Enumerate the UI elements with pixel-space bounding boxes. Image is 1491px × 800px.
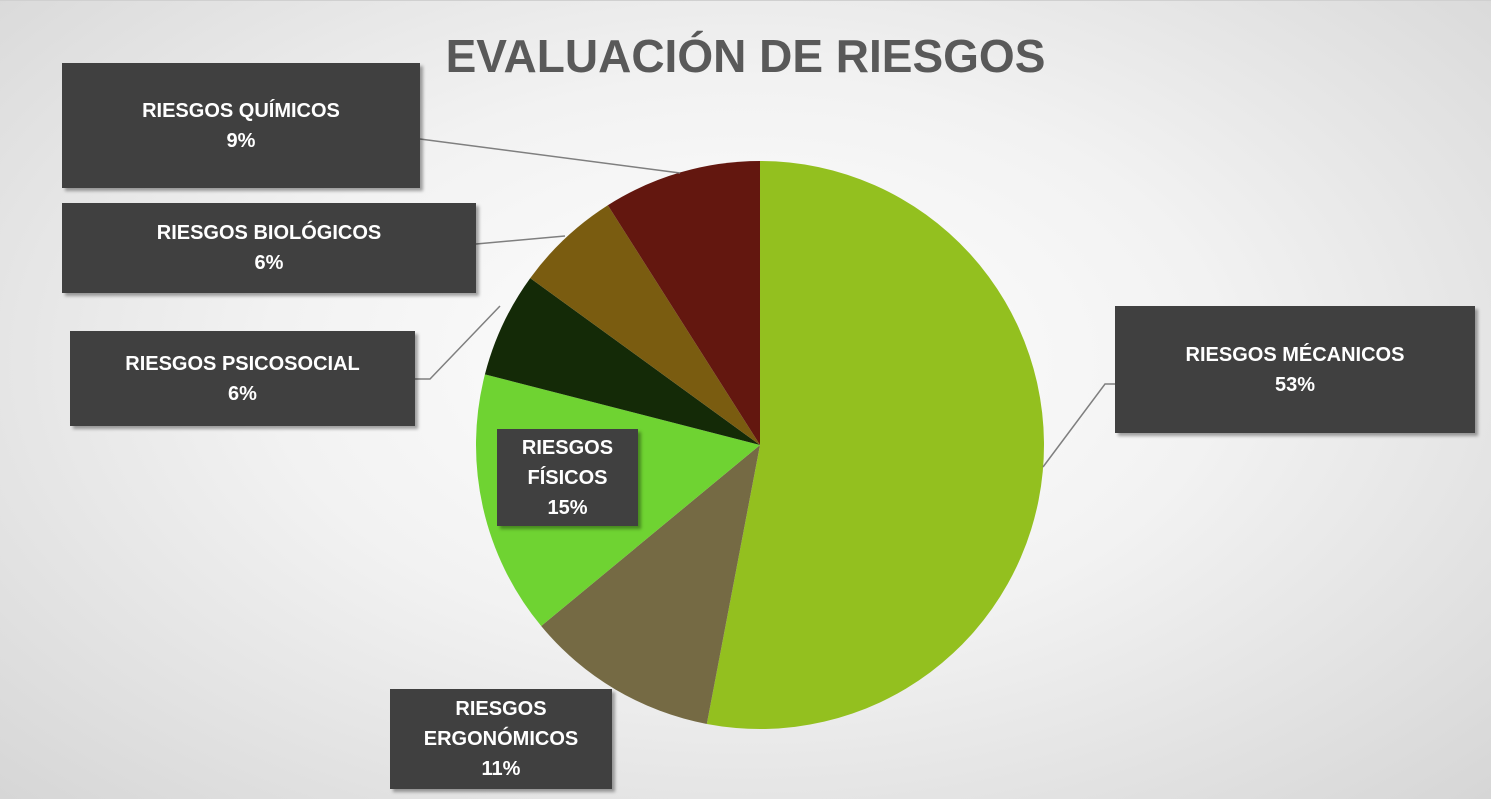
leader-line (1042, 383, 1115, 468)
label-category: RIESGOS FÍSICOS (521, 436, 614, 489)
pie-slice (706, 161, 1044, 729)
pie-slice (607, 161, 760, 445)
chart-title: EVALUACIÓN DE RIESGOS (445, 30, 1046, 82)
label-value: 9% (226, 129, 256, 152)
label-value: 15% (547, 496, 588, 519)
label-category: RIESGOS ERGONÓMICOS (423, 698, 579, 750)
leader-line (415, 305, 501, 380)
label-category: RIESGOS QUÍMICOS (142, 99, 340, 122)
label-value: 11% (481, 758, 521, 780)
data-label: RIESGOS MÉCANICOS 53% (1115, 306, 1475, 433)
data-label: RIESGOS PSICOSOCIAL 6% (70, 331, 415, 426)
pie-slice (541, 445, 760, 724)
leader-line (419, 138, 681, 174)
label-category: RIESGOS BIOLÓGICOS (156, 222, 382, 244)
label-category: RIESGOS MÉCANICOS (1185, 343, 1405, 366)
data-label: RIESGOS QUÍMICOS 9% (62, 63, 420, 188)
label-category: RIESGOS PSICOSOCIAL (125, 352, 360, 375)
data-label: RIESGOS ERGONÓMICOS 11% (390, 689, 612, 789)
label-value: 53% (1274, 373, 1316, 396)
data-label: RIESGOS FÍSICOS 15% (497, 429, 638, 526)
pie-slice (530, 205, 760, 445)
data-label: RIESGOS BIOLÓGICOS 6% (62, 203, 476, 293)
pie-slice (484, 278, 760, 445)
label-value: 6% (228, 382, 257, 405)
leader-line (475, 235, 566, 245)
label-value: 6% (254, 252, 284, 274)
